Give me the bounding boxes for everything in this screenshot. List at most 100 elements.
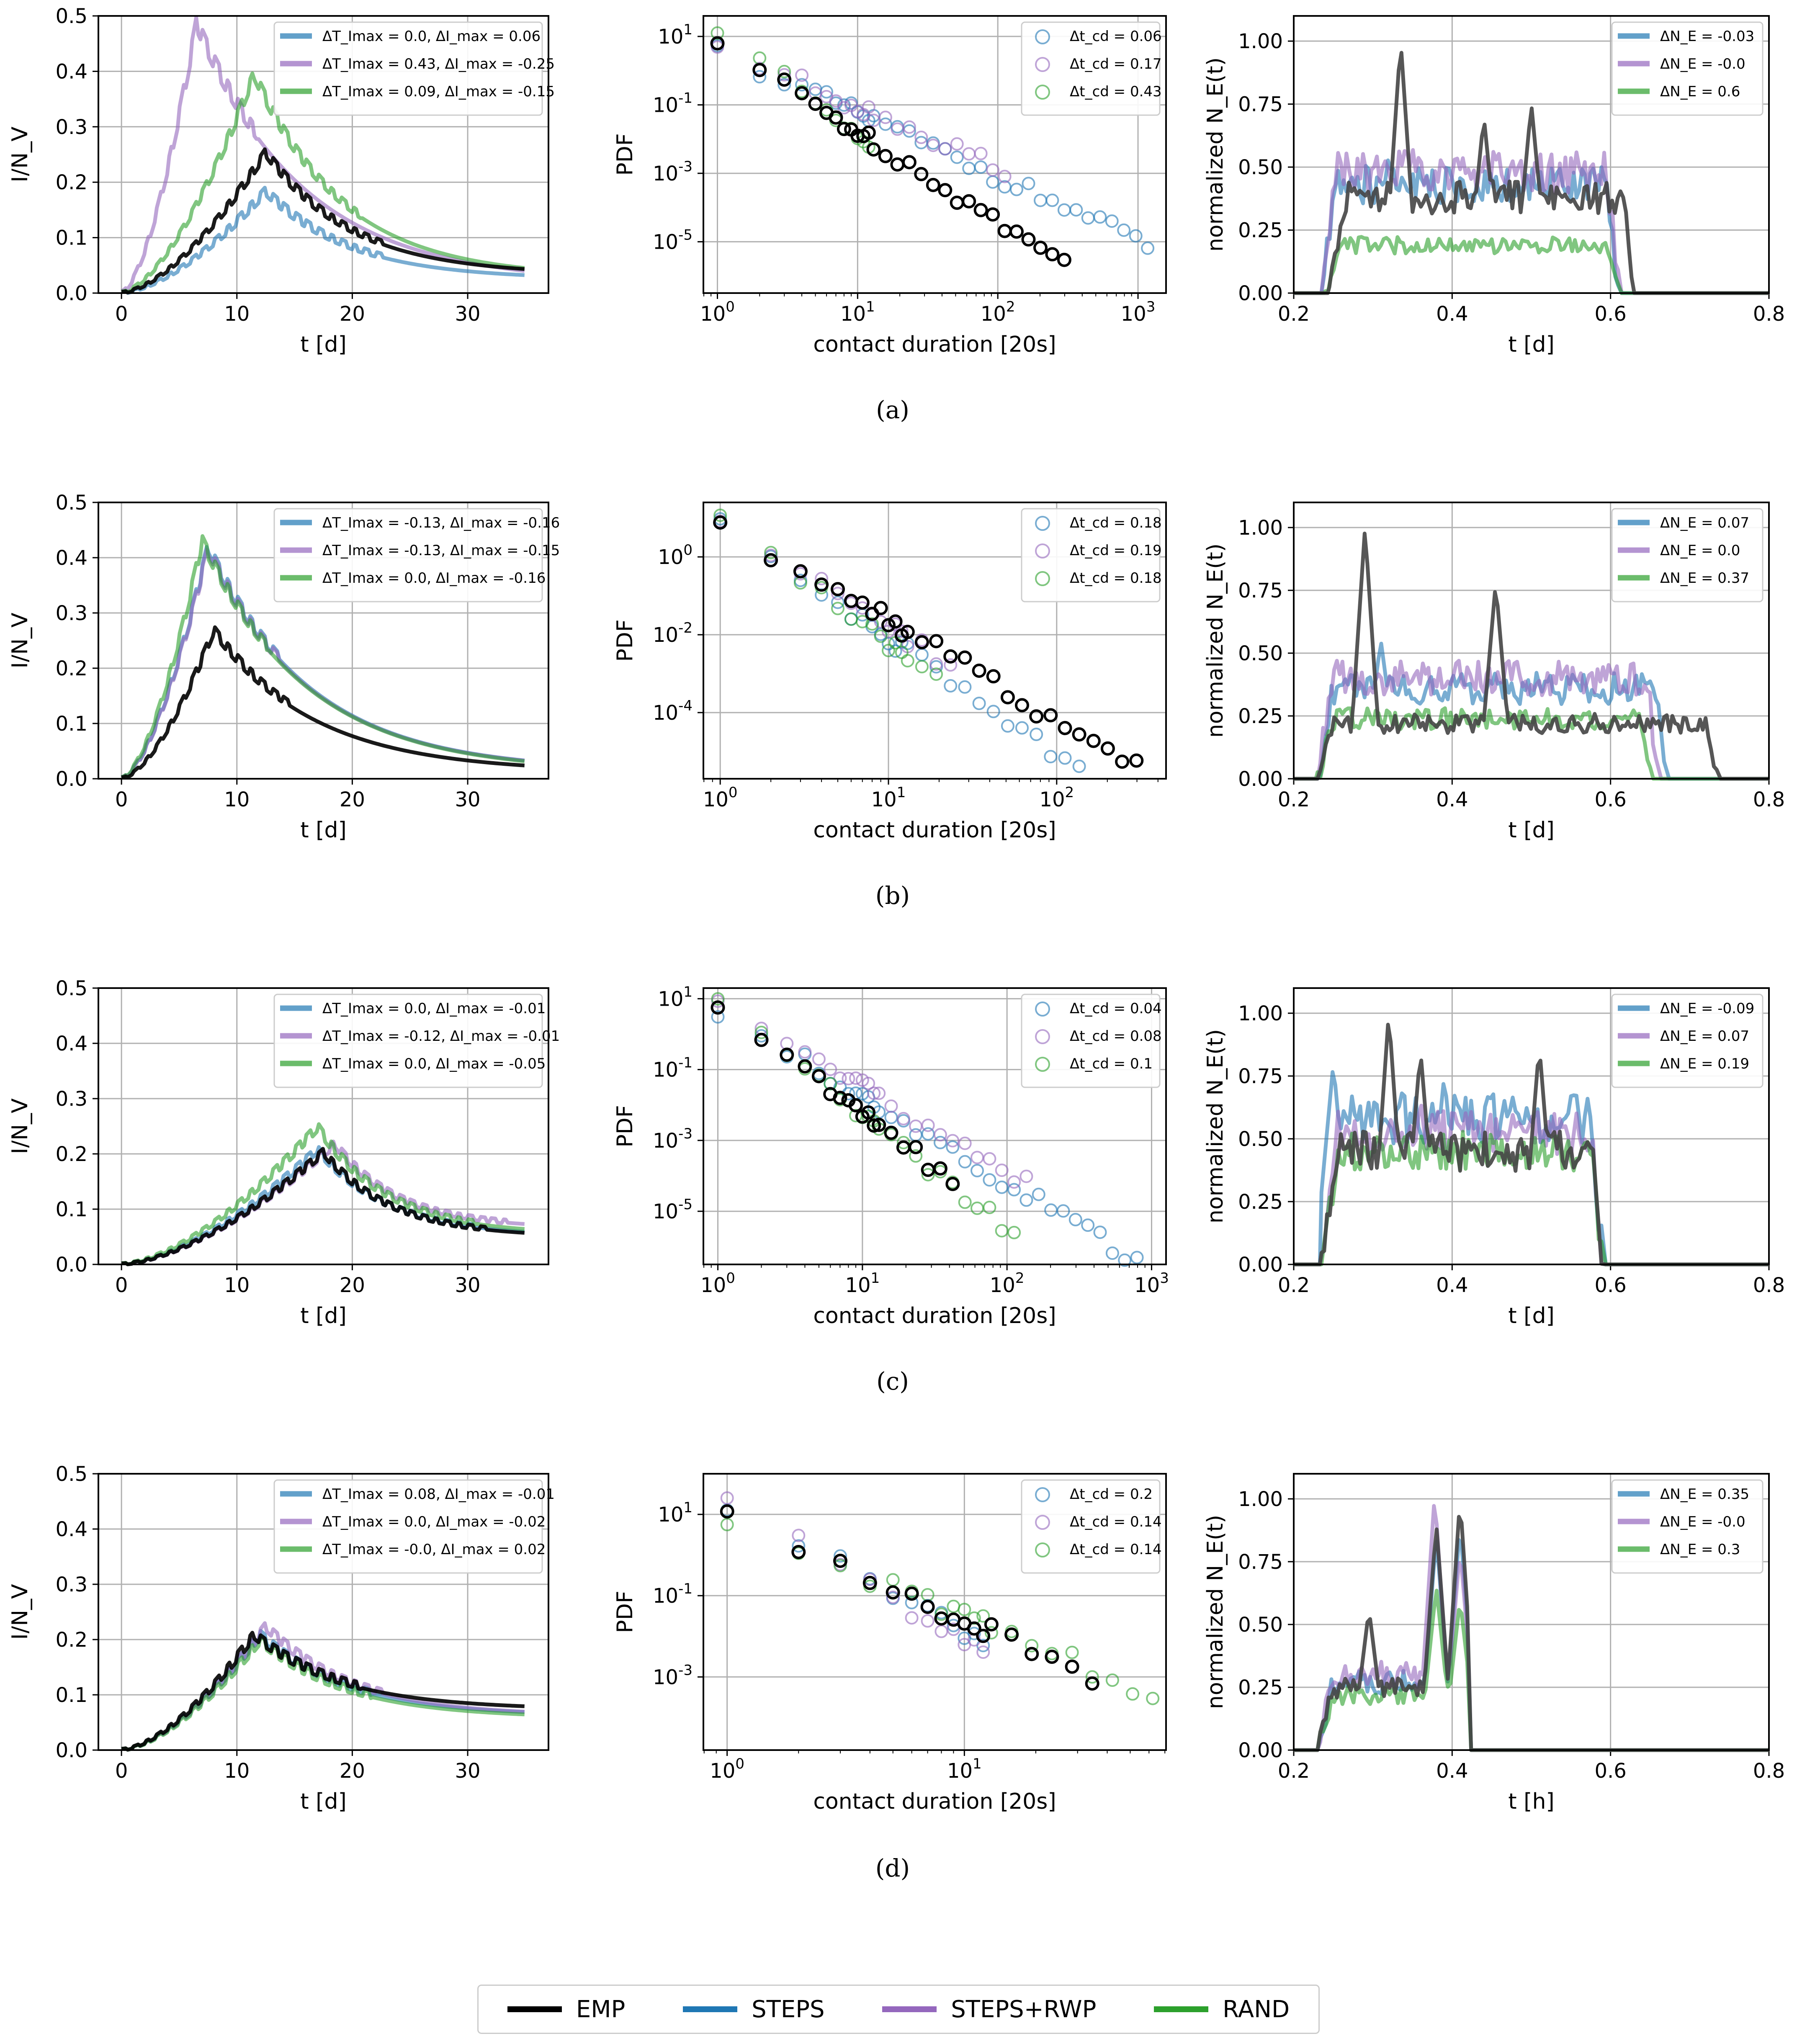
series-point-c-contact-duration-steps-rwp — [842, 1072, 855, 1086]
series-point-a-contact-duration-steps — [878, 117, 892, 131]
series-point-a-contact-duration-emp — [973, 203, 988, 217]
x-axis-label-c-prevalence: t [d] — [300, 1303, 347, 1328]
tick-label-y-b-contact-duration-2: 10-4 — [653, 698, 693, 725]
series-point-c-contact-duration-emp — [798, 1059, 812, 1073]
series-point-c-contact-duration-emp — [711, 1000, 725, 1015]
series-point-b-contact-duration-rand — [764, 546, 778, 559]
legend-swatch-steps — [683, 2006, 738, 2012]
series-point-d-contact-duration-steps-rwp — [921, 1614, 935, 1628]
series-point-d-contact-duration-steps-rwp — [720, 1491, 734, 1505]
series-point-b-contact-duration-emp — [1072, 727, 1086, 742]
series-point-a-contact-duration-emp — [866, 142, 881, 157]
series-point-c-contact-duration-steps — [1118, 1253, 1132, 1267]
series-point-d-contact-duration-rand — [1126, 1687, 1140, 1701]
series-point-a-contact-duration-steps — [1034, 193, 1047, 207]
tick-label-x-b-edges-2: 0.6 — [1594, 788, 1626, 811]
legend-text-steps-rwp: Δt_cd = 0.14 — [1070, 1514, 1162, 1530]
series-point-a-contact-duration-steps — [1105, 214, 1119, 228]
series-point-a-contact-duration-steps — [1081, 211, 1095, 225]
series-point-b-contact-duration-emp — [986, 669, 1001, 684]
series-point-b-contact-duration-steps — [1058, 751, 1072, 765]
series-point-c-contact-duration-steps — [1056, 1204, 1070, 1218]
tick-label-y-c-edges-3: 0.75 — [1238, 1065, 1283, 1088]
caption-b: (b) — [875, 881, 910, 910]
series-point-c-contact-duration-steps — [946, 1140, 960, 1154]
tick-label-y-c-contact-duration-2-base: 10 — [653, 1129, 678, 1153]
legend-text-steps-rwp: ΔN_E = 0.0 — [1660, 542, 1740, 559]
legend-text-steps: ΔT_Imax = 0.0, ΔI_max = -0.01 — [322, 1000, 546, 1017]
legend-text-steps-rwp: ΔT_Imax = 0.43, ΔI_max = -0.25 — [322, 56, 555, 72]
x-axis-label-c-edges: t [d] — [1508, 1303, 1555, 1328]
tick-label-x-b-prevalence-1: 10 — [224, 788, 250, 811]
tick-label-y-b-contact-duration-0-base: 10 — [658, 546, 683, 569]
series-point-a-contact-duration-steps-rwp — [914, 131, 928, 144]
series-point-c-contact-duration-rand — [971, 1201, 984, 1215]
tick-label-x-c-contact-duration-3-exponent: 3 — [1160, 1270, 1169, 1287]
legend-text-steps: Δt_cd = 0.2 — [1070, 1486, 1153, 1503]
tick-label-x-d-contact-duration-1: 101 — [947, 1756, 982, 1783]
tick-label-x-c-contact-duration-1-base: 10 — [845, 1274, 870, 1297]
series-point-a-contact-duration-steps — [1010, 183, 1023, 196]
series-point-b-contact-duration-rand — [874, 629, 888, 643]
series-point-b-contact-duration-emp — [713, 515, 728, 530]
series-point-a-contact-duration-steps-rwp — [974, 147, 988, 160]
axes-frame-c-contact-duration — [703, 987, 1167, 1265]
series-point-c-contact-duration-rand — [824, 1077, 837, 1091]
tick-label-y-d-contact-duration-2: 10-3 — [653, 1662, 693, 1689]
panel-c-prevalence: 0 10 20 30 0.0 0.1 0.2 0.3 0.4 0.5 t [d] I/N_V ΔT_Im… — [8, 977, 560, 1328]
series-point-d-contact-duration-steps-rwp — [905, 1611, 919, 1625]
series-point-c-contact-duration-steps-rwp — [872, 1086, 886, 1100]
series-point-a-contact-duration-emp — [1045, 247, 1060, 262]
series-point-d-contact-duration-steps-rwp — [792, 1529, 806, 1542]
legend-marker-steps-rwp — [1035, 57, 1050, 72]
tick-label-y-a-prevalence-3: 0.3 — [56, 116, 88, 139]
legend-marker-steps — [1035, 1001, 1050, 1017]
series-point-c-contact-duration-steps — [1081, 1218, 1095, 1232]
series-point-b-contact-duration-emp — [1000, 690, 1015, 705]
panel-legend-d-prevalence — [273, 1479, 543, 1574]
series-point-b-contact-duration-steps — [958, 680, 972, 694]
tick-label-x-b-edges-0: 0.2 — [1278, 788, 1310, 811]
tick-label-y-c-edges-1: 0.25 — [1238, 1190, 1283, 1214]
series-point-c-contact-duration-steps-rwp — [833, 1071, 847, 1085]
axes-frame-d-contact-duration — [703, 1473, 1167, 1751]
series-point-c-contact-duration-steps-rwp — [995, 1164, 1009, 1177]
tick-label-y-c-prevalence-2: 0.2 — [56, 1143, 88, 1166]
tick-label-x-c-contact-duration-3-base: 10 — [1134, 1274, 1160, 1297]
legend-text-rand: Δt_cd = 0.43 — [1070, 83, 1162, 100]
tick-label-y-d-prevalence-5: 0.5 — [56, 1462, 88, 1486]
series-point-a-contact-duration-steps-rwp — [867, 113, 880, 127]
tick-label-x-a-edges-0: 0.2 — [1278, 302, 1310, 326]
tick-label-x-a-contact-duration-2: 102 — [981, 299, 1015, 326]
tick-label-x-b-edges-1: 0.4 — [1436, 788, 1468, 811]
tick-label-y-c-edges-4: 1.00 — [1238, 1002, 1283, 1025]
series-point-a-contact-duration-steps — [1117, 223, 1131, 237]
tick-label-y-a-prevalence-0: 0.0 — [56, 282, 88, 305]
series-point-c-contact-duration-steps — [1044, 1203, 1058, 1217]
tick-label-x-a-contact-duration-3-exponent: 3 — [1146, 299, 1156, 315]
tick-label-y-a-edges-0: 0.00 — [1238, 282, 1283, 305]
series-point-c-contact-duration-steps-rwp — [1007, 1175, 1021, 1189]
series-point-a-contact-duration-rand — [777, 64, 791, 78]
series-point-d-contact-duration-steps-rwp — [947, 1622, 960, 1636]
legend-text-steps: ΔN_E = -0.03 — [1660, 28, 1754, 45]
series-point-a-contact-duration-emp — [837, 122, 851, 136]
series-point-a-contact-duration-emp — [997, 224, 1012, 238]
series-point-d-contact-duration-rand — [1065, 1645, 1079, 1659]
tick-label-x-d-prevalence-3: 30 — [455, 1759, 481, 1783]
tick-label-x-c-prevalence-2: 20 — [340, 1274, 365, 1297]
series-line-d-prevalence-steps — [121, 1629, 525, 1752]
series-point-c-contact-duration-emp — [867, 1118, 881, 1133]
tick-label-x-a-contact-duration-0: 100 — [700, 299, 735, 326]
tick-label-y-b-prevalence-3: 0.3 — [56, 602, 88, 625]
tick-label-x-c-contact-duration-0-exponent: 0 — [726, 1270, 735, 1287]
tick-label-y-c-contact-duration-2: 10-3 — [653, 1125, 693, 1153]
series-point-a-contact-duration-steps — [962, 162, 976, 175]
series-point-b-contact-duration-steps — [815, 588, 829, 602]
legend-label-emp: EMP — [576, 1995, 626, 2023]
series-point-b-contact-duration-rand — [831, 602, 844, 615]
tick-label-x-a-contact-duration-1: 101 — [840, 299, 875, 326]
series-point-a-contact-duration-emp — [962, 194, 976, 209]
legend-text-steps-rwp: ΔN_E = -0.0 — [1660, 1514, 1746, 1530]
series-point-d-contact-duration-steps — [834, 1549, 847, 1563]
